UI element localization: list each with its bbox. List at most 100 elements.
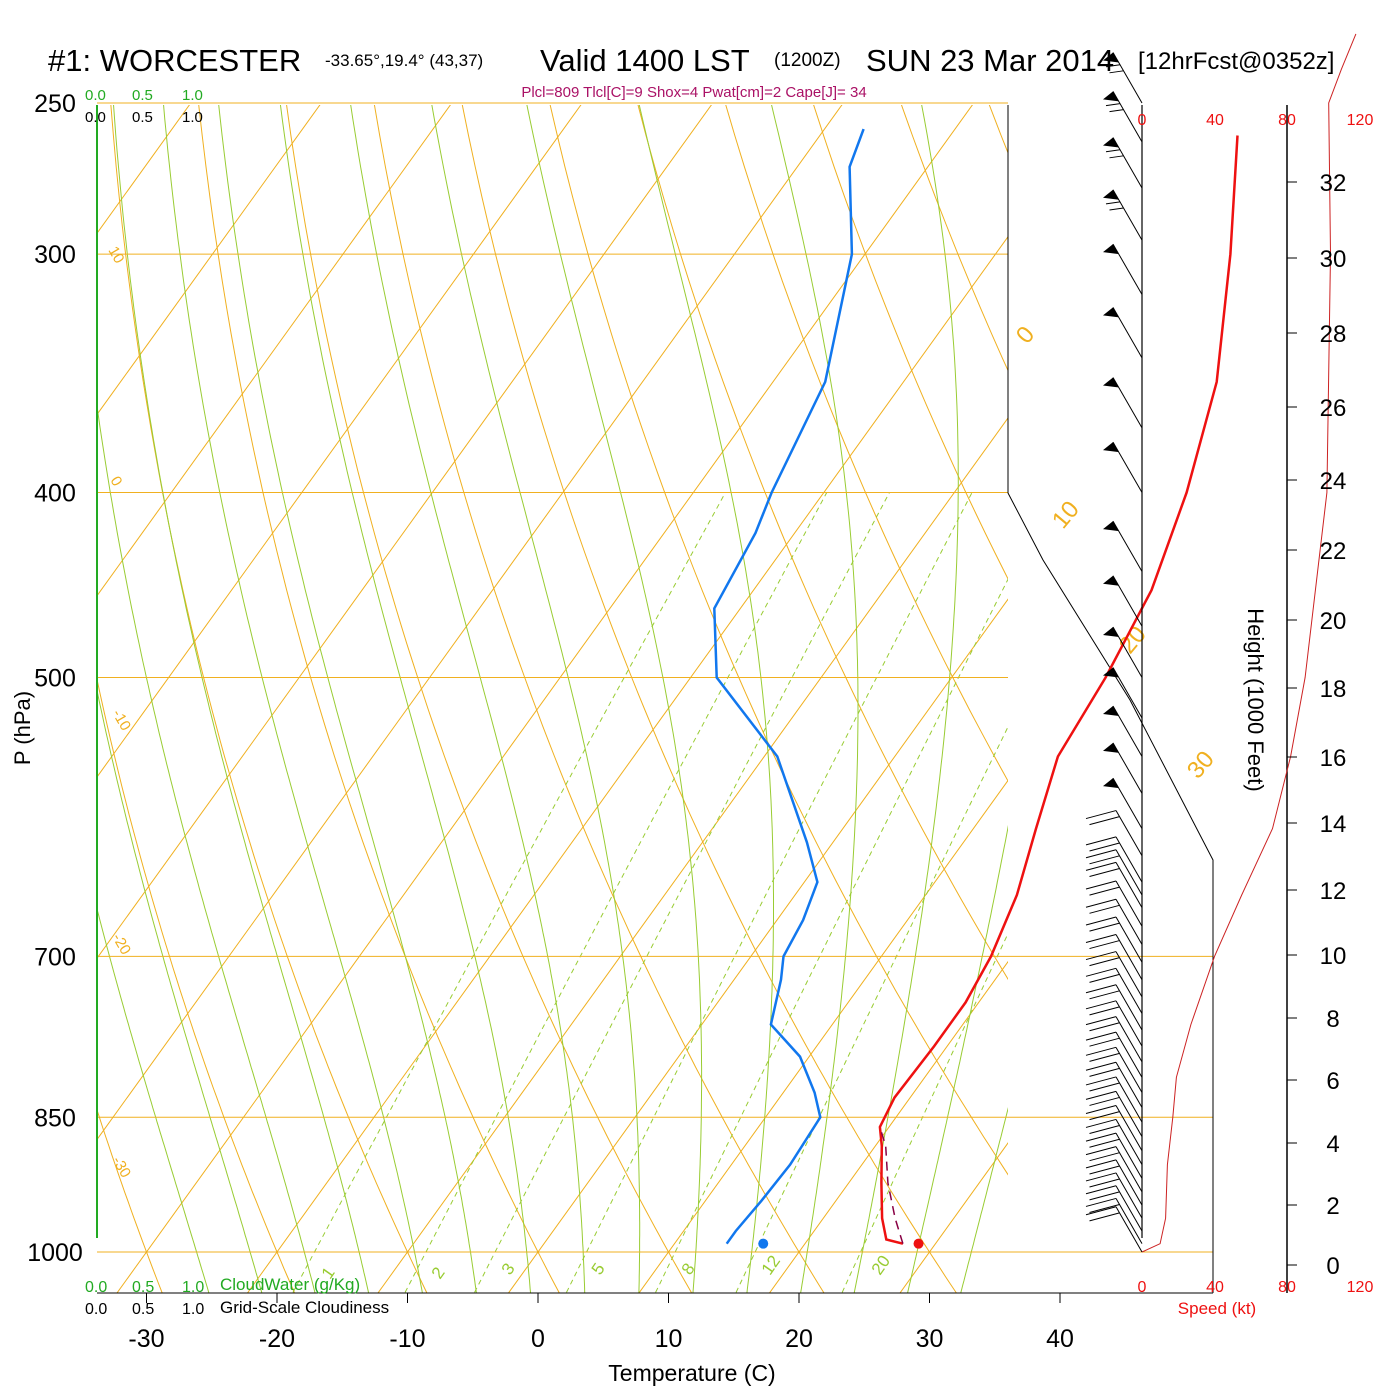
cloudwater-tick-top: 1.0 (182, 87, 203, 104)
wind-barb-feather (1085, 1105, 1117, 1114)
height-tick-label: 30 (1320, 246, 1347, 273)
wind-barb (1085, 1061, 1143, 1108)
mixing-ratio-label: 12 (758, 1252, 784, 1278)
wind-barb (1085, 1000, 1143, 1047)
dry-adiabat (1337, 0, 1400, 1331)
wind-barb (1085, 898, 1143, 945)
pressure-tick-label: 500 (34, 665, 76, 693)
wind-barb-pennant (1103, 244, 1119, 255)
wind-barb (1085, 916, 1143, 963)
wind-barb (1085, 1185, 1143, 1232)
mixing-ratio-line (404, 492, 828, 1293)
wind-barb-feather (1089, 1152, 1120, 1162)
wind-barb-staff (1115, 1105, 1143, 1151)
dry-adiabat (461, 105, 957, 1293)
isotherm-line (899, 1142, 1008, 1293)
wind-barb-pennant (1103, 627, 1119, 638)
cloudwater-tick-bottom: 0.0 (85, 1279, 107, 1296)
cloudwater-tick-bottom: 0.5 (132, 1279, 154, 1296)
wind-barb (1085, 1105, 1143, 1151)
cloudiness-label: Grid-Scale Cloudiness (220, 1298, 389, 1317)
height-tick-label: 28 (1320, 321, 1347, 348)
moist-adiabat (218, 105, 477, 1293)
wind-barb (1085, 934, 1143, 980)
wind-barb (1103, 441, 1143, 493)
wind-barb (1085, 1090, 1143, 1137)
wind-barb-feather (1089, 1191, 1120, 1201)
isotherm-label: 10 (1047, 496, 1085, 534)
temperature-tick-label: -20 (259, 1325, 295, 1353)
isotherm-line (246, 235, 1008, 1293)
parcel-profile (879, 1126, 904, 1244)
moist-adiabat (97, 907, 210, 1293)
cloudiness-tick-top: 0.0 (85, 109, 106, 126)
wind-barb (1103, 777, 1143, 829)
wind-barb-feather (1085, 984, 1117, 994)
wind-barb (1085, 1031, 1143, 1078)
wind-barb-feather (1089, 1111, 1120, 1121)
height-tick-label: 18 (1320, 676, 1347, 703)
dewpoint-profile (713, 128, 865, 1245)
wind-barb (1085, 951, 1143, 998)
wind-barb-pennant (1103, 778, 1119, 789)
height-tick-label: 10 (1320, 943, 1347, 970)
pressure-tick-label: 1000 (27, 1239, 83, 1267)
wind-barb-feather (1085, 1197, 1117, 1207)
wind-barb-feather (1089, 957, 1120, 967)
wind-barb (1103, 91, 1143, 143)
wind-barb-feather (1085, 967, 1117, 977)
moist-adiabat (853, 105, 959, 1293)
speed-tick-top: 40 (1206, 112, 1224, 129)
isotherm-line (97, 105, 321, 416)
height-tick-label: 8 (1326, 1006, 1339, 1033)
pressure-tick-label: 700 (34, 943, 76, 971)
dry-adiabat (110, 105, 428, 1293)
isotherm-line (638, 779, 1008, 1293)
wind-barb-feather (1089, 1082, 1120, 1092)
wind-barb-feather (1085, 1031, 1117, 1041)
wind-barb-staff (1115, 984, 1143, 1031)
wind-barb (1085, 1146, 1143, 1193)
wind-barb-feather (1089, 1067, 1120, 1077)
wind-barb-staff (1115, 1076, 1143, 1123)
wind-barb-feather (1085, 1090, 1117, 1100)
wind-barb (1103, 626, 1143, 678)
wind-barb-feather (1085, 1046, 1117, 1056)
wind-barb-feather (1089, 1022, 1120, 1032)
wind-barb-staff (1115, 880, 1143, 927)
wind-barb-feather (1089, 886, 1120, 896)
isotherm-label: 0 (107, 474, 126, 490)
wind-barb-feather (1085, 849, 1117, 859)
mixing-ratio-line (655, 578, 1008, 1293)
wind-barb (1085, 849, 1143, 896)
speed-tick-bottom: 80 (1278, 1279, 1296, 1296)
wind-barb-staff (1115, 1091, 1143, 1137)
isotherm-line (97, 105, 451, 597)
wind-barb-feather (1089, 1138, 1120, 1148)
wind-barb-staff (1115, 862, 1143, 908)
wind-barb-staff (1115, 1206, 1143, 1253)
isotherm-line (97, 105, 712, 960)
dry-adiabat (637, 105, 1008, 981)
wind-barb-feather (1085, 916, 1117, 926)
cloudiness-tick-bottom: 0.5 (132, 1301, 154, 1318)
isotherm-line (116, 105, 973, 1293)
isotherm-line (507, 598, 1008, 1293)
temperature-profile (878, 135, 1239, 1245)
dry-adiabat (900, 105, 1008, 372)
dry-adiabat (1007, 0, 1400, 1331)
temperature-tick-label: -30 (128, 1325, 164, 1353)
wind-barb (1085, 1206, 1143, 1253)
wind-barb-staff (1115, 1185, 1143, 1232)
temperature-tick-label: 10 (655, 1325, 683, 1353)
dry-adiabat (97, 1108, 163, 1293)
wind-barb-feather (1089, 904, 1120, 914)
wind-barb-feather (1105, 103, 1121, 107)
wind-barb-feather (1089, 940, 1120, 950)
cloudiness-tick-bottom: 1.0 (182, 1301, 204, 1318)
wind-barb-feather (1089, 1178, 1120, 1188)
temperature-tick-label: 0 (531, 1325, 545, 1353)
wind-barb-feather (1089, 855, 1120, 865)
pressure-tick-label: 850 (34, 1104, 76, 1132)
speed-tick-bottom: 0 (1138, 1279, 1147, 1296)
